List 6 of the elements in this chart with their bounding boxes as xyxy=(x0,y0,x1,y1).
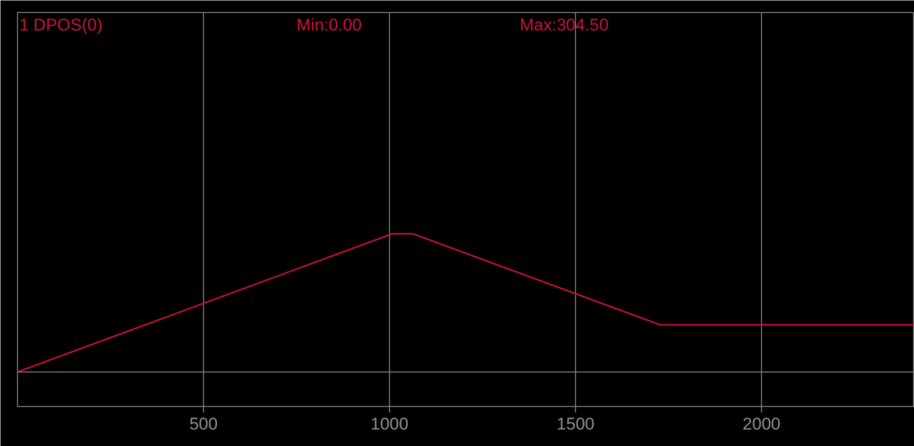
x-tick-label: 2000 xyxy=(742,414,781,434)
x-tick-label: 1000 xyxy=(370,414,408,434)
x-tick-label: 500 xyxy=(189,414,218,434)
x-tick-label: 1500 xyxy=(556,414,594,434)
chart-title: 1 DPOS(0) xyxy=(19,15,102,34)
text: Min:0.00 xyxy=(296,15,362,34)
